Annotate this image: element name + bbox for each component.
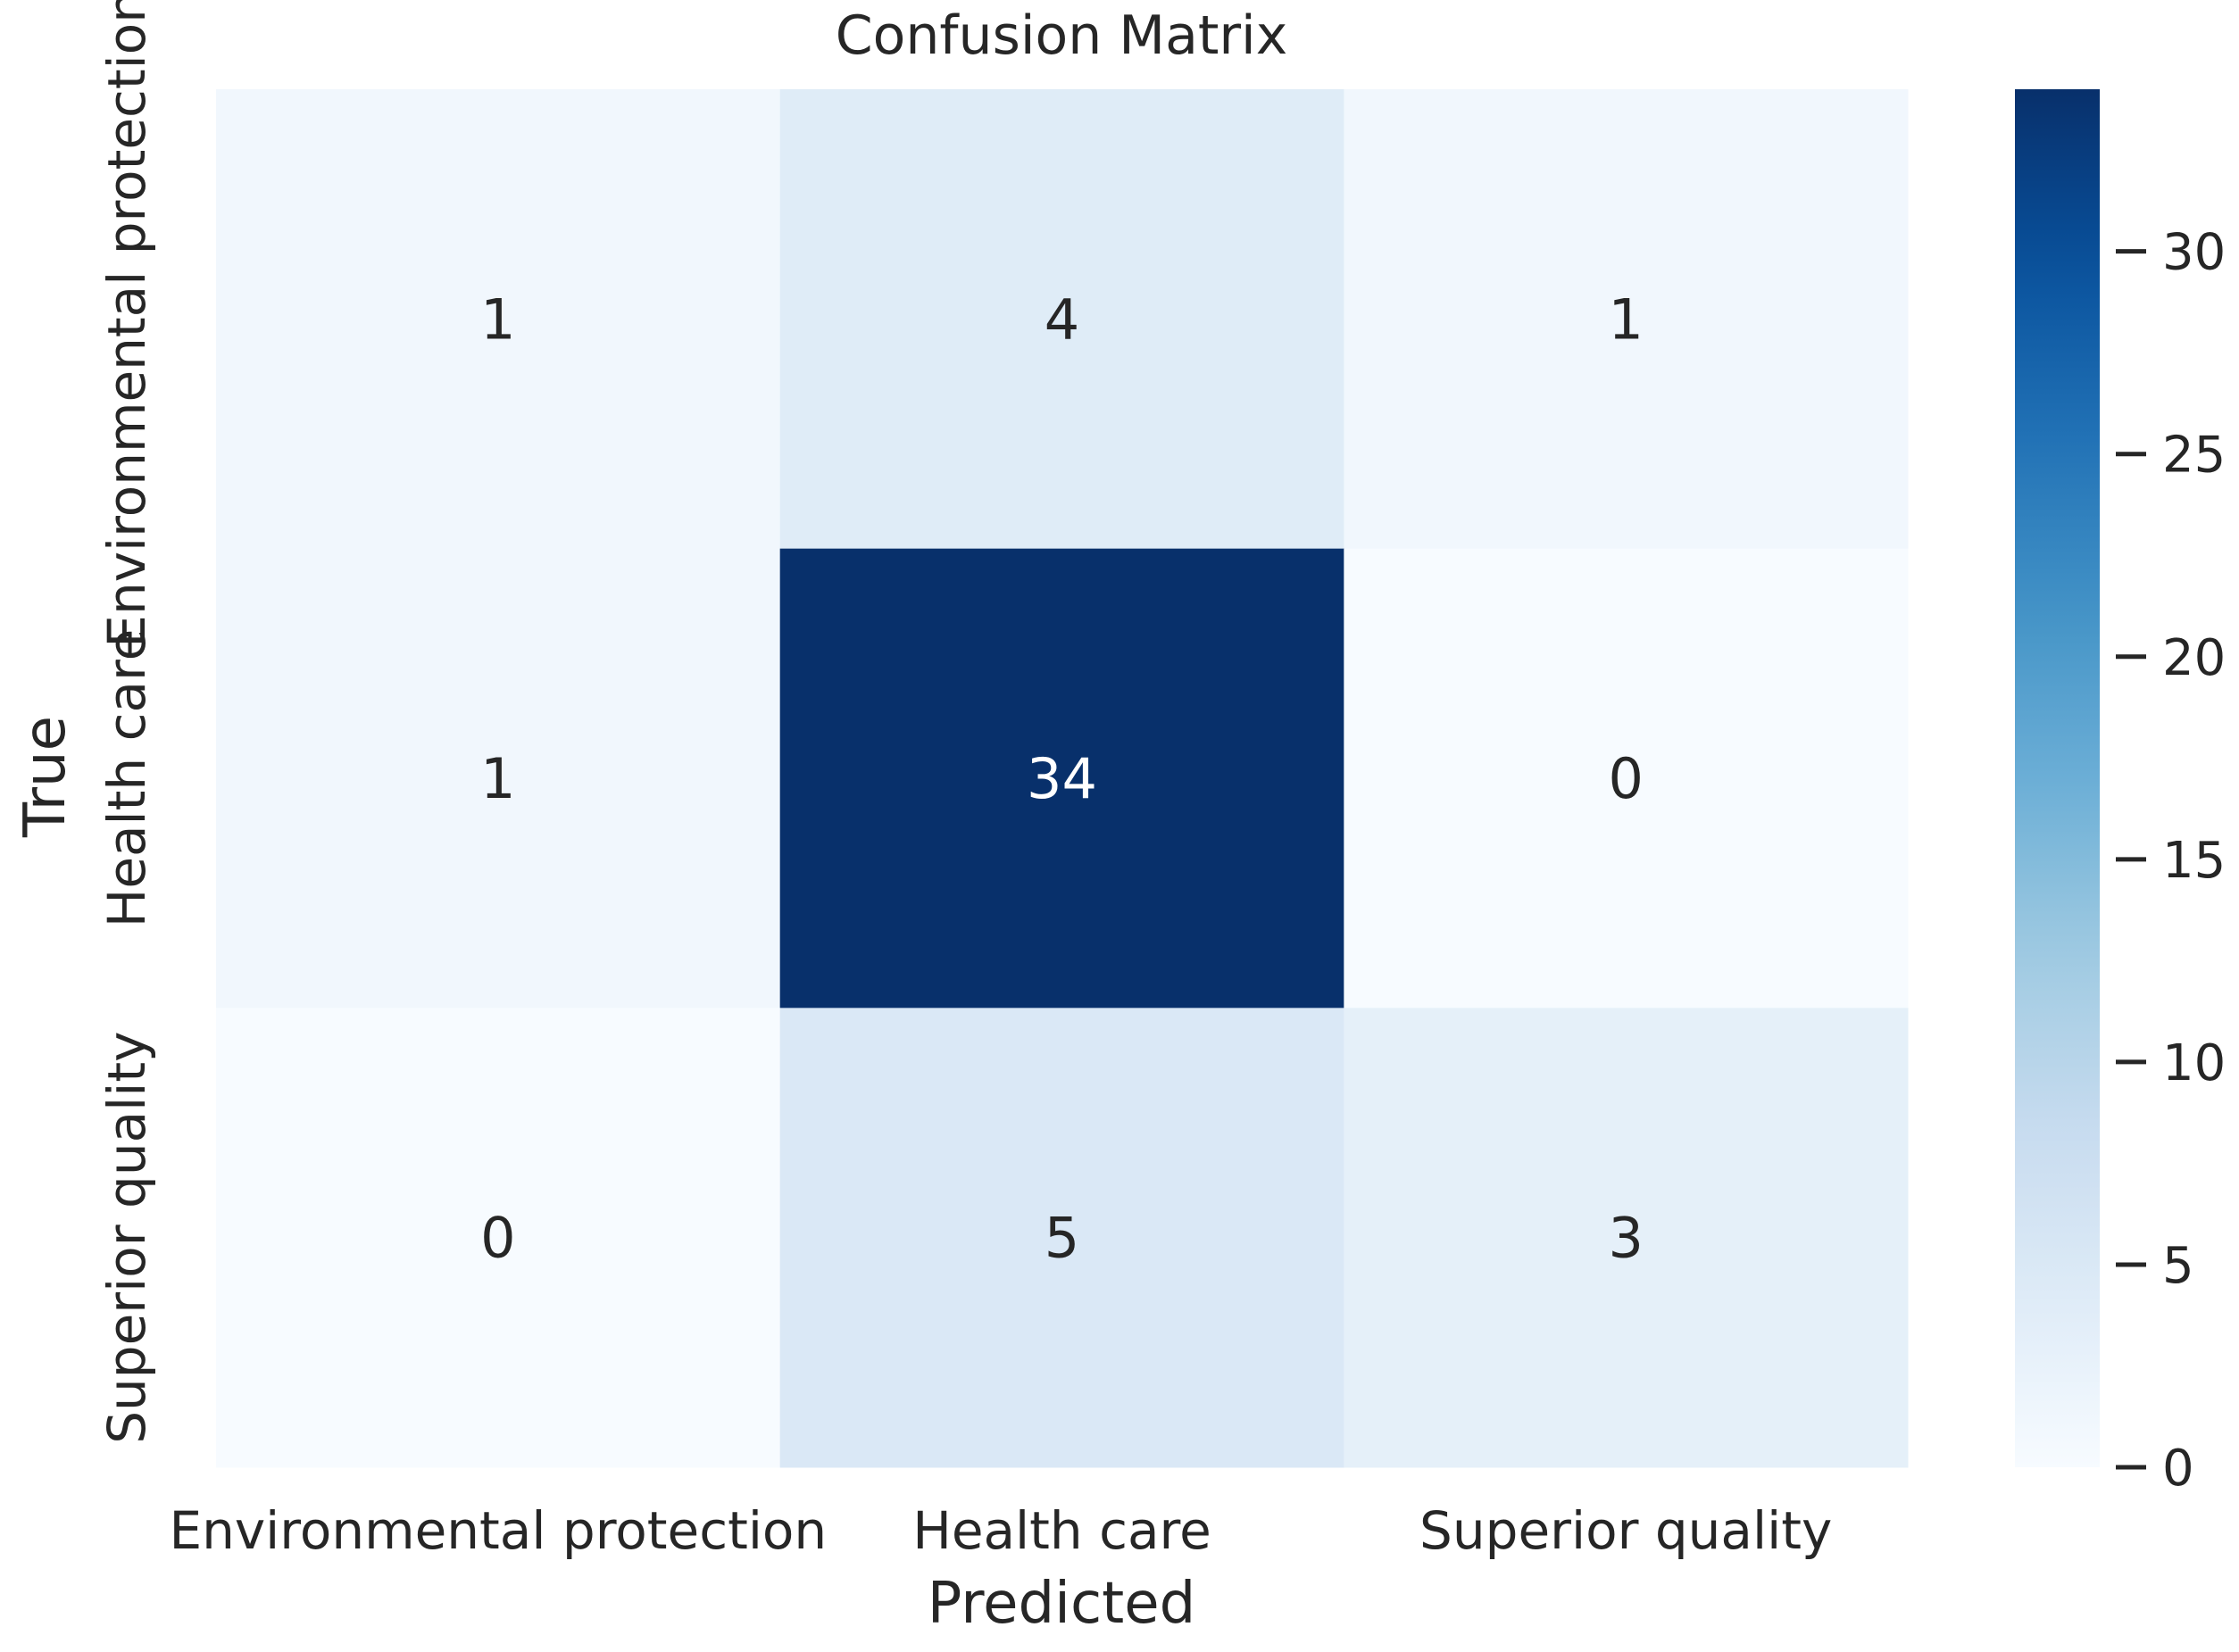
colorbar: 0 5 10 15 20 25 30: [2015, 89, 2226, 1498]
heatmap-cell: [216, 548, 781, 1009]
x-tick-label: Superior quality: [1419, 1500, 1832, 1561]
heatmap-cell: [779, 548, 1344, 1009]
cell-value-label: 0: [1608, 746, 1643, 811]
cell-value-label: 34: [1027, 746, 1097, 811]
heatmap-cell: [216, 89, 781, 550]
heatmap-cells: 1 4 1 1 34 0 0 5 3: [216, 89, 1909, 1468]
heatmap-cell: [1344, 1008, 1909, 1468]
cell-value-label: 0: [480, 1206, 515, 1271]
y-axis-label: True: [12, 716, 79, 838]
x-axis-label: Predicted: [928, 1571, 1195, 1637]
colorbar-tick-label: 20: [2162, 629, 2226, 687]
colorbar-tick-label: 15: [2162, 832, 2226, 890]
y-tick-label: Environmental protection: [96, 0, 157, 648]
heatmap-cell: [216, 1008, 781, 1468]
heatmap-cell: [779, 1008, 1344, 1468]
cell-value-label: 1: [480, 746, 515, 811]
heatmap-cell: [1344, 89, 1909, 550]
x-tick-labels: Environmental protection Health care Super…: [169, 1500, 1832, 1561]
heatmap-cell: [1344, 548, 1909, 1009]
colorbar-tick-label: 10: [2162, 1034, 2226, 1092]
cell-value-label: 1: [1608, 286, 1643, 352]
cell-value-label: 5: [1045, 1206, 1079, 1271]
colorbar-tick-label: 25: [2162, 427, 2226, 485]
colorbar-tick-label: 0: [2162, 1440, 2194, 1498]
cell-value-label: 1: [480, 286, 515, 352]
x-tick-label: Health care: [912, 1500, 1211, 1561]
heatmap-cell: [779, 89, 1344, 550]
chart-title: Confusion Matrix: [836, 4, 1287, 67]
y-tick-label: Superior quality: [96, 1032, 157, 1444]
cell-value-label: 4: [1045, 286, 1079, 352]
colorbar-gradient: [2015, 89, 2100, 1467]
x-tick-label: Environmental protection: [169, 1500, 827, 1561]
colorbar-tick-label: 5: [2162, 1237, 2194, 1295]
colorbar-tick-label: 30: [2162, 224, 2226, 282]
cell-value-label: 3: [1608, 1206, 1643, 1271]
y-tick-label: Health care: [96, 629, 157, 928]
